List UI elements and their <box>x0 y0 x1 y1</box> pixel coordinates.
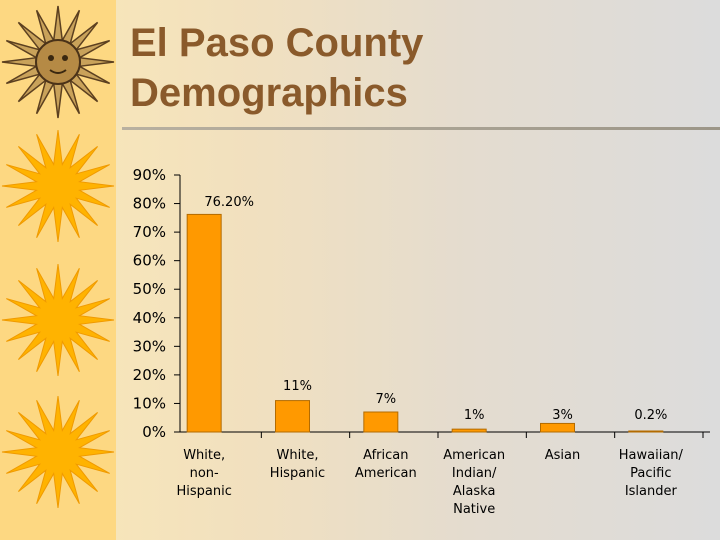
data-label: 7% <box>376 392 397 407</box>
category-label-line: Islander <box>625 484 678 499</box>
y-tick-label: 50% <box>133 280 166 298</box>
data-label: 11% <box>283 379 312 394</box>
category-label-line: Pacific <box>630 466 671 481</box>
category-label-line: Asian <box>545 448 580 463</box>
bar <box>363 411 399 433</box>
category-label: White, non- Hispanic <box>176 448 231 499</box>
bar <box>451 428 487 433</box>
category-label-line: Alaska <box>453 484 496 499</box>
sun-icon <box>1 263 115 377</box>
data-label: 76.20% <box>204 195 254 210</box>
category-label-line: American <box>355 466 417 481</box>
bar <box>540 422 575 433</box>
category-label-line: Hispanic <box>176 484 231 499</box>
slide-title: El Paso County Demographics <box>130 21 424 115</box>
y-tick-label: 60% <box>133 252 166 270</box>
title-divider <box>122 127 720 130</box>
category-label: Hawaiian/Pacific Islander <box>619 448 684 499</box>
bar <box>628 430 664 433</box>
y-tick-label: 30% <box>133 337 166 355</box>
sun-decorations <box>1 5 115 509</box>
y-tick-label: 80% <box>133 195 166 213</box>
category-label: White, Hispanic <box>270 448 325 481</box>
category-label-line: Hawaiian/ <box>619 448 684 463</box>
data-label: 3% <box>552 408 573 423</box>
category-label-line: White, <box>277 448 319 463</box>
category-label: American Indian/Alaska Native <box>443 448 505 517</box>
category-label-line: African <box>363 448 408 463</box>
bar <box>186 213 222 433</box>
category-label-line: Hispanic <box>270 466 325 481</box>
category-label-line: Native <box>453 502 495 517</box>
bar <box>275 400 310 433</box>
y-tick-label: 90% <box>133 166 166 184</box>
sun-icon <box>1 395 115 509</box>
y-tick-label: 0% <box>142 423 166 441</box>
y-tick-label: 10% <box>133 394 166 412</box>
y-tick-label: 40% <box>133 309 166 327</box>
category-label: African American <box>355 448 417 481</box>
category-label-line: Indian/ <box>452 466 497 481</box>
category-label: Asian <box>545 448 580 463</box>
sun-icon <box>1 5 115 119</box>
data-label: 0.2% <box>634 408 667 423</box>
y-tick-label: 70% <box>133 223 166 241</box>
y-tick-label: 20% <box>133 366 166 384</box>
category-label-line: White, <box>183 448 225 463</box>
category-label-line: non- <box>190 466 219 481</box>
category-label-line: American <box>443 448 505 463</box>
data-label: 1% <box>464 408 485 423</box>
sun-icon <box>1 129 115 243</box>
